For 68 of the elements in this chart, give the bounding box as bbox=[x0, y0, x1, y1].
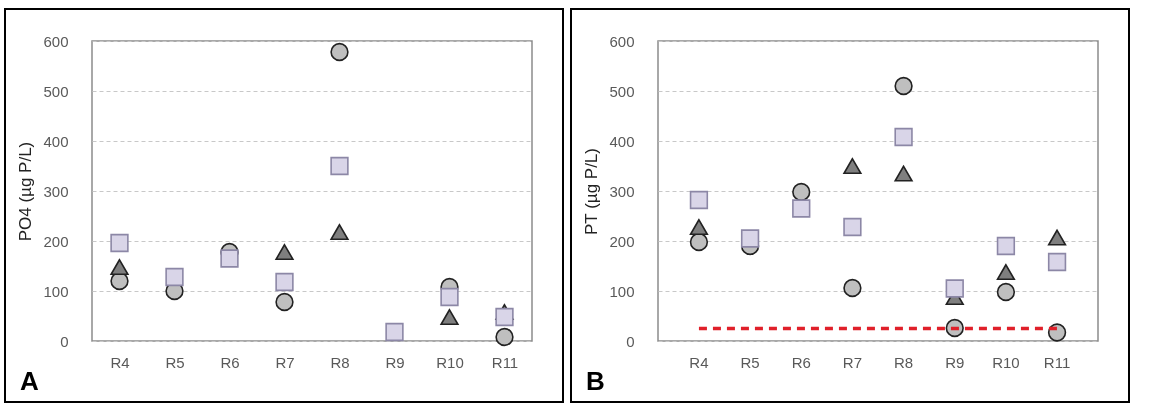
x-tick-label: R9 bbox=[945, 353, 965, 371]
y-tick-label: 300 bbox=[609, 182, 635, 200]
x-tick-label: R8 bbox=[893, 353, 914, 371]
x-tick-label: R6 bbox=[220, 353, 240, 371]
point bbox=[440, 287, 459, 307]
point bbox=[110, 258, 129, 276]
point bbox=[945, 279, 964, 298]
point bbox=[440, 308, 459, 326]
x-tick-label: R11 bbox=[491, 353, 519, 371]
point bbox=[220, 249, 239, 268]
point bbox=[740, 229, 760, 248]
point bbox=[843, 217, 862, 237]
x-tick-label: R9 bbox=[385, 353, 405, 371]
text: A bbox=[20, 366, 39, 397]
point bbox=[330, 156, 349, 176]
x-tick-label: R7 bbox=[275, 353, 295, 371]
x-tick-label: R5 bbox=[740, 353, 760, 371]
y-tick-label: 300 bbox=[43, 182, 69, 200]
y-tick-label: 400 bbox=[609, 132, 635, 150]
point bbox=[996, 282, 1016, 302]
y-tick-label: 200 bbox=[609, 232, 635, 250]
x-tick-label: R4 bbox=[689, 353, 709, 371]
point bbox=[275, 292, 294, 312]
point bbox=[110, 233, 129, 253]
point bbox=[275, 243, 294, 261]
x-tick-label: R5 bbox=[165, 353, 185, 371]
x-tick-label: R11 bbox=[1043, 353, 1071, 371]
y-axis-title: PT (µg P/L) bbox=[582, 148, 602, 235]
y-tick-label: 500 bbox=[609, 82, 635, 100]
x-tick-label: R8 bbox=[330, 353, 350, 371]
point bbox=[689, 190, 709, 210]
point bbox=[495, 307, 514, 327]
point bbox=[330, 42, 349, 62]
point bbox=[996, 236, 1016, 256]
y-tick-label: 100 bbox=[609, 282, 635, 300]
point bbox=[843, 157, 862, 175]
point bbox=[689, 218, 709, 236]
text: B bbox=[586, 366, 605, 397]
point bbox=[894, 127, 913, 147]
y-tick-label: 0 bbox=[60, 332, 69, 350]
point bbox=[1047, 323, 1067, 342]
point bbox=[843, 278, 862, 298]
point bbox=[1047, 229, 1067, 246]
point bbox=[1047, 252, 1067, 272]
y-tick-label: 600 bbox=[609, 32, 635, 50]
y-tick-label: 100 bbox=[43, 282, 69, 300]
point bbox=[495, 327, 514, 347]
point bbox=[996, 263, 1016, 281]
point bbox=[330, 223, 349, 241]
x-tick-label: R4 bbox=[110, 353, 130, 371]
x-tick-label: R7 bbox=[842, 353, 863, 371]
point bbox=[792, 199, 811, 218]
point bbox=[894, 76, 913, 96]
y-tick-label: 600 bbox=[43, 32, 69, 50]
y-tick-label: 200 bbox=[43, 232, 69, 250]
y-tick-label: 0 bbox=[626, 332, 635, 350]
x-tick-label: R10 bbox=[436, 353, 464, 371]
y-tick-label: 400 bbox=[43, 132, 69, 150]
x-tick-label: R6 bbox=[791, 353, 811, 371]
point bbox=[275, 272, 294, 292]
point bbox=[894, 165, 913, 182]
point bbox=[385, 322, 404, 342]
x-tick-label: R10 bbox=[992, 353, 1020, 371]
point bbox=[165, 267, 184, 287]
point bbox=[792, 182, 811, 202]
y-axis-title: PO4 (µg P/L) bbox=[16, 141, 36, 242]
point bbox=[689, 232, 709, 252]
y-tick-label: 500 bbox=[43, 82, 69, 100]
